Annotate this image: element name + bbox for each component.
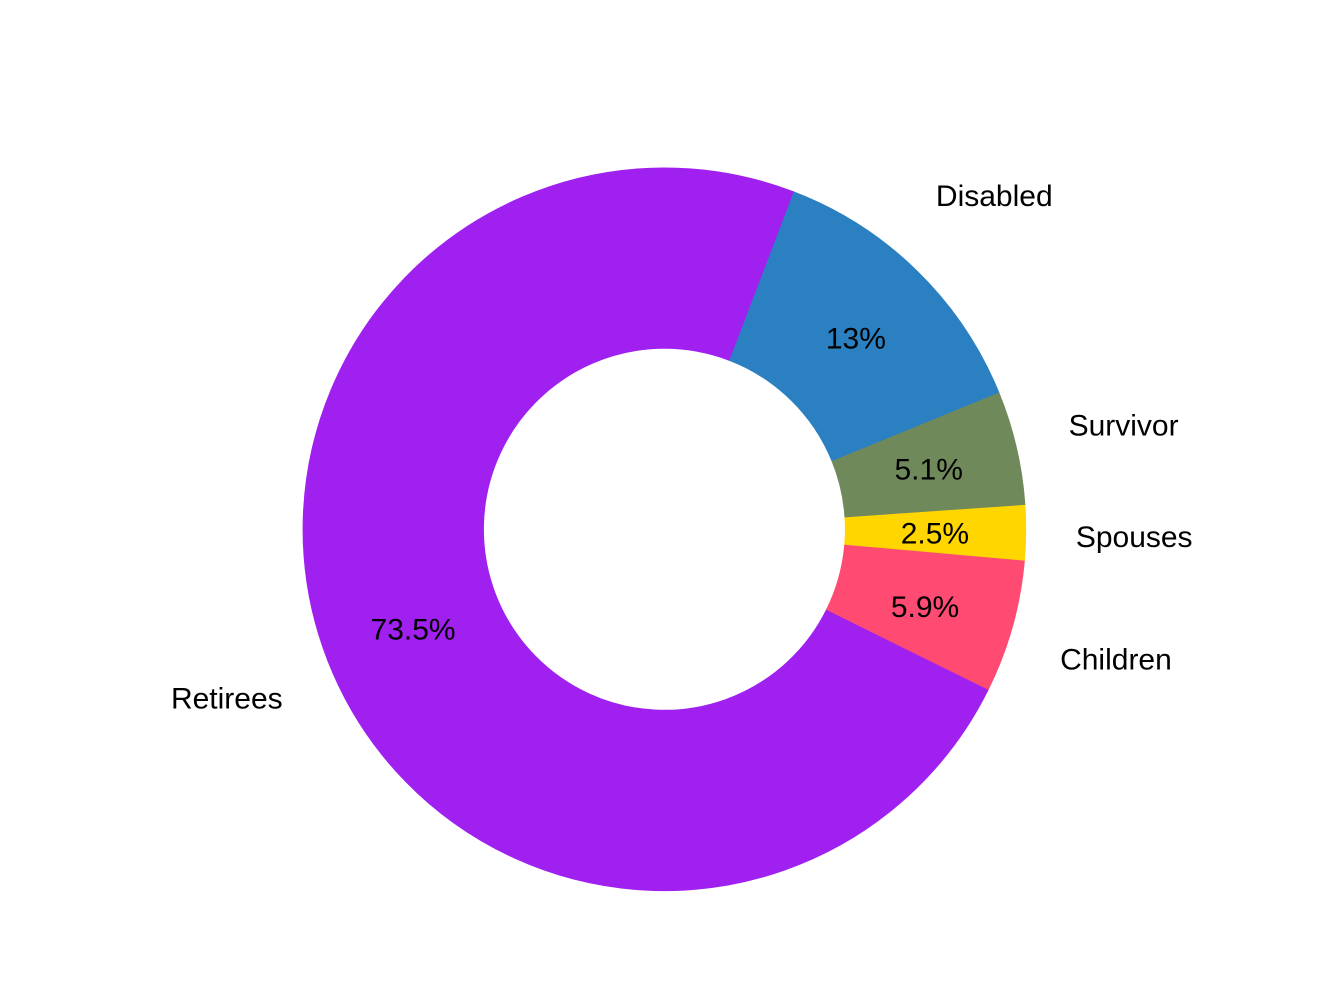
svg-text:5.1%: 5.1% — [895, 454, 963, 487]
svg-text:Children: Children — [1060, 644, 1172, 677]
svg-text:Retirees: Retirees — [171, 682, 283, 715]
svg-text:13%: 13% — [826, 323, 886, 356]
svg-text:Survivor: Survivor — [1069, 409, 1179, 442]
svg-text:Spouses: Spouses — [1076, 521, 1193, 554]
svg-text:2.5%: 2.5% — [901, 517, 969, 550]
svg-text:5.9%: 5.9% — [891, 591, 959, 624]
svg-text:Disabled: Disabled — [936, 180, 1053, 213]
svg-text:73.5%: 73.5% — [371, 613, 456, 646]
